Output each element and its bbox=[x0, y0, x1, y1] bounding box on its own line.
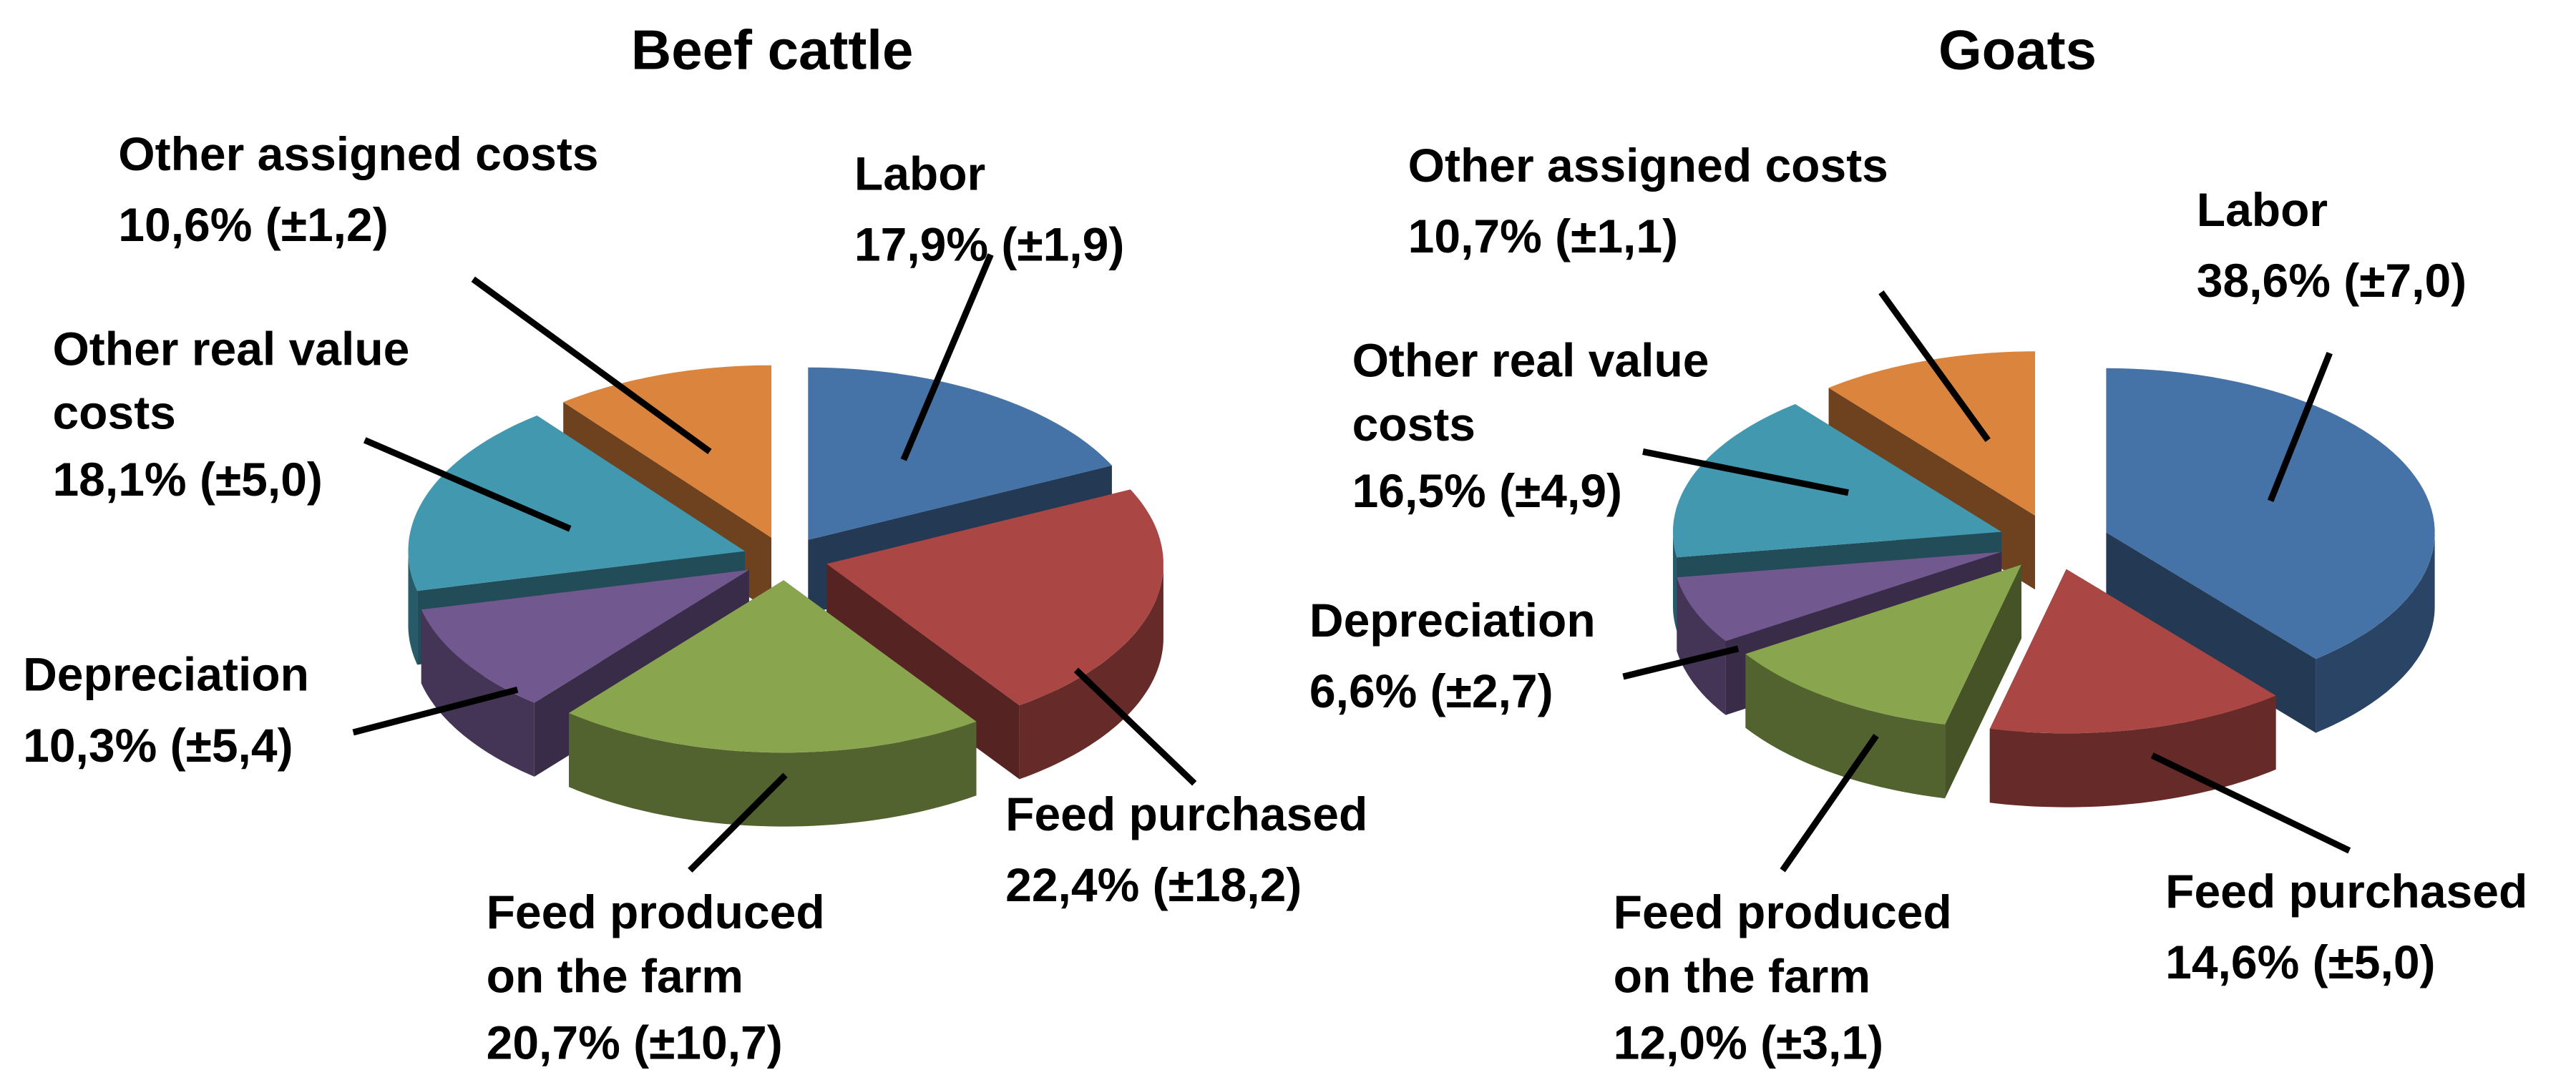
leader-line bbox=[471, 276, 712, 455]
data-label: 16,5% (±4,9) bbox=[1352, 464, 1622, 517]
slice-top bbox=[808, 367, 1112, 540]
data-label: 10,7% (±1,1) bbox=[1408, 210, 1678, 262]
legend-label: Depreciation bbox=[1309, 594, 1596, 647]
legend-label: Feed produced on the farm bbox=[487, 886, 838, 1003]
slice-wall bbox=[1673, 531, 1677, 632]
slice-wall bbox=[2316, 532, 2435, 733]
legend-label: Depreciation bbox=[23, 648, 309, 701]
leader-line bbox=[352, 686, 519, 736]
slice-top bbox=[1828, 351, 2035, 516]
data-label: 17,9% (±1,9) bbox=[854, 218, 1124, 271]
slice-wall bbox=[421, 609, 535, 777]
data-label: 38,6% (±7,0) bbox=[2197, 254, 2467, 307]
slice-top bbox=[1673, 404, 2002, 558]
chart-title: Beef cattle bbox=[631, 18, 914, 81]
data-label: 6,6% (±2,7) bbox=[1309, 664, 1553, 717]
leader-line bbox=[1642, 448, 1849, 496]
slice-top bbox=[1745, 564, 2021, 725]
data-label: 20,7% (±10,7) bbox=[487, 1016, 783, 1069]
leader-line bbox=[688, 772, 788, 873]
slice-top bbox=[408, 416, 746, 592]
data-label: 10,3% (±5,4) bbox=[23, 719, 293, 772]
legend-label: Labor bbox=[2197, 183, 2328, 236]
leader-line bbox=[900, 253, 994, 461]
leader-line bbox=[2267, 351, 2333, 502]
slice-top bbox=[2106, 368, 2435, 659]
data-label: 12,0% (±3,1) bbox=[1614, 1016, 1883, 1069]
slice-top bbox=[421, 569, 749, 703]
slice-top bbox=[1989, 569, 2276, 734]
slice-side bbox=[2106, 532, 2316, 733]
slice-top bbox=[1677, 551, 2002, 642]
legend-label: Other real value costs bbox=[52, 323, 422, 439]
legend-label: Feed purchased bbox=[2165, 865, 2527, 918]
slice-wall bbox=[569, 712, 977, 827]
pie-slice bbox=[1745, 564, 2021, 799]
leader-line bbox=[363, 437, 572, 532]
slice-wall bbox=[1019, 564, 1163, 780]
data-label: 14,6% (±5,0) bbox=[2165, 936, 2435, 988]
legend-label: Other assigned costs bbox=[118, 127, 598, 180]
legend-label: Feed purchased bbox=[1005, 787, 1367, 840]
data-label: 10,6% (±1,2) bbox=[118, 198, 388, 251]
legend-label: Other assigned costs bbox=[1408, 139, 1888, 192]
leader-line bbox=[1073, 667, 1197, 786]
pie-slice bbox=[2106, 368, 2435, 733]
leader-line bbox=[2150, 752, 2351, 854]
chart-title: Goats bbox=[1938, 18, 2097, 81]
data-label: 18,1% (±5,0) bbox=[52, 453, 322, 506]
leader-line bbox=[1622, 645, 1740, 680]
slice-top bbox=[826, 489, 1163, 706]
legend-label: Other real value costs bbox=[1352, 334, 1722, 451]
leader-line bbox=[1878, 290, 1991, 442]
pie-slice bbox=[569, 580, 977, 827]
leader-line bbox=[1780, 734, 1879, 873]
pie-slice bbox=[1989, 569, 2276, 808]
slice-wall bbox=[1677, 577, 1726, 715]
legend-label: Feed produced on the farm bbox=[1614, 886, 1965, 1003]
slice-wall bbox=[408, 551, 418, 665]
slice-top bbox=[569, 580, 977, 753]
slice-top bbox=[563, 365, 771, 538]
slice-wall bbox=[1745, 654, 1946, 799]
data-label: 22,4% (±18,2) bbox=[1005, 858, 1302, 911]
legend-label: Labor bbox=[854, 147, 985, 200]
